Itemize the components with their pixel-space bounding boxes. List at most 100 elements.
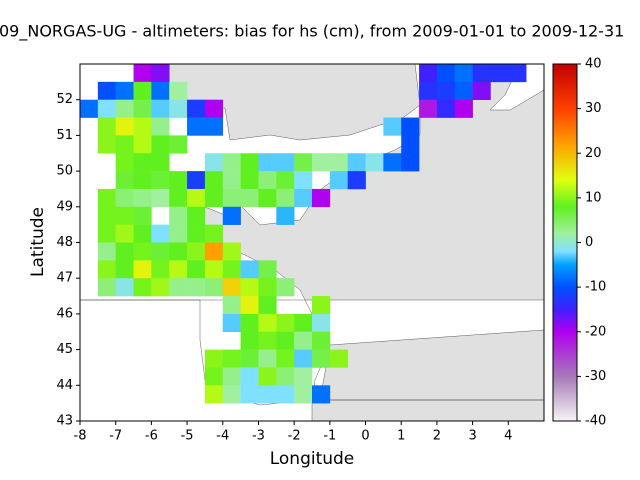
- cell: [258, 260, 277, 279]
- cell: [294, 188, 313, 208]
- cell: [222, 260, 241, 279]
- cell: [80, 99, 99, 118]
- x-tick-label: 1: [397, 429, 405, 444]
- cell: [187, 278, 206, 297]
- cell: [133, 206, 152, 225]
- cell: [436, 64, 456, 83]
- x-tick-label: -2: [288, 429, 301, 444]
- cell: [454, 64, 473, 83]
- cell: [187, 206, 206, 225]
- cell: [151, 242, 170, 261]
- cell: [169, 171, 188, 190]
- colorbar-tick-label: -40: [585, 414, 606, 429]
- cell: [240, 349, 259, 368]
- cell: [419, 99, 438, 118]
- cell: [276, 367, 295, 386]
- x-tick-label: -3: [252, 429, 265, 444]
- y-tick-label: 45: [56, 342, 73, 357]
- cell: [276, 349, 295, 368]
- cell: [312, 313, 331, 333]
- cell: [312, 296, 331, 315]
- cell: [133, 278, 152, 297]
- cell: [151, 153, 170, 172]
- y-tick-label: 47: [56, 271, 73, 286]
- cell: [401, 153, 420, 172]
- x-tick-label: -5: [181, 429, 194, 444]
- cell: [97, 242, 116, 261]
- cell: [115, 278, 134, 297]
- cell: [294, 153, 313, 172]
- cell: [276, 206, 295, 225]
- cell: [329, 153, 348, 172]
- cell: [276, 278, 295, 297]
- cell: [97, 117, 116, 136]
- colorbar-tick-label: 30: [585, 101, 602, 116]
- cell: [258, 331, 277, 350]
- y-tick-label: 46: [56, 306, 73, 321]
- chart-title: 09_NORGAS-UG - altimeters: bias for hs (…: [0, 22, 624, 42]
- x-tick-label: -6: [145, 429, 158, 444]
- x-tick-label: 4: [504, 429, 512, 444]
- cell: [222, 296, 241, 315]
- cell: [204, 224, 224, 243]
- colorbar: [552, 63, 578, 422]
- cell: [222, 367, 241, 386]
- cell: [329, 171, 348, 190]
- cell: [115, 206, 134, 225]
- cell: [258, 296, 277, 315]
- cell: [169, 242, 188, 261]
- cell: [133, 171, 152, 190]
- cell: [276, 153, 295, 172]
- cell: [347, 153, 366, 172]
- cell: [133, 99, 152, 118]
- y-tick-label: 48: [56, 235, 73, 250]
- cell: [133, 117, 152, 136]
- cell: [204, 367, 224, 386]
- cell: [187, 242, 206, 261]
- cell: [187, 188, 206, 208]
- cell: [454, 81, 473, 100]
- cell: [258, 153, 277, 172]
- cell: [294, 349, 313, 368]
- cell: [294, 385, 313, 404]
- cell: [401, 117, 420, 136]
- cell: [151, 135, 170, 154]
- cell: [401, 135, 420, 154]
- map: [80, 64, 544, 421]
- cell: [258, 349, 277, 368]
- cell: [258, 385, 277, 404]
- cell: [383, 153, 402, 172]
- x-tick-label: 0: [361, 429, 369, 444]
- cell: [115, 117, 134, 136]
- cell: [151, 117, 170, 136]
- cell: [383, 117, 402, 136]
- cell: [222, 206, 241, 225]
- y-tick-label: 44: [56, 378, 73, 393]
- cell: [169, 260, 188, 279]
- cell: [169, 81, 188, 100]
- cell: [204, 278, 224, 297]
- cell: [240, 313, 259, 333]
- cell: [187, 260, 206, 279]
- cell: [222, 313, 241, 333]
- cell: [258, 188, 277, 208]
- cell: [312, 349, 331, 368]
- colorbar-tick-label: 40: [585, 57, 602, 72]
- cell: [312, 153, 331, 172]
- cell: [276, 188, 295, 208]
- cell: [222, 242, 241, 261]
- colorbar-tick-label: -30: [585, 369, 606, 384]
- cell: [204, 171, 224, 190]
- cell: [187, 117, 206, 136]
- cell: [472, 81, 491, 100]
- cell: [204, 260, 224, 279]
- cell: [222, 385, 241, 404]
- cell: [436, 99, 456, 118]
- cell: [240, 331, 259, 350]
- x-tick-label: -7: [109, 429, 122, 444]
- x-tick-label: 3: [468, 429, 476, 444]
- cell: [240, 278, 259, 297]
- cell: [97, 135, 116, 154]
- cell: [187, 224, 206, 243]
- cell: [204, 385, 224, 404]
